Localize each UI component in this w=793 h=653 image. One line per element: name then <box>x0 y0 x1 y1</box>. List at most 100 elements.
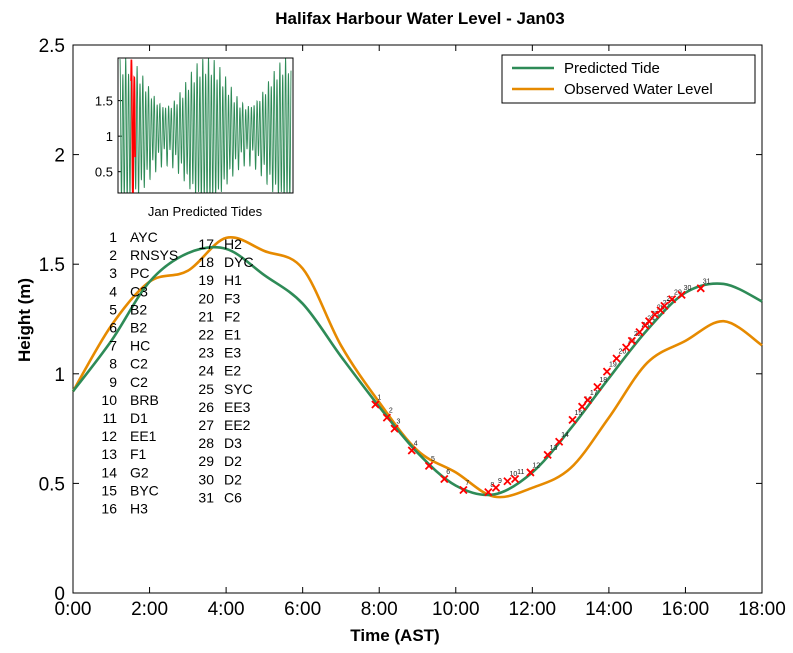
sample-point-marker <box>382 413 392 422</box>
inset-chart: 0.5 1 1.5 <box>95 57 294 194</box>
location-code: D1 <box>130 410 148 426</box>
inset-y-tick-label: 0.5 <box>95 165 113 180</box>
sample-point-marker <box>696 284 705 293</box>
sample-point-label: 2 <box>389 408 393 415</box>
location-code: B2 <box>130 301 147 317</box>
location-code: D3 <box>224 435 242 451</box>
sample-point-marker <box>667 295 677 304</box>
x-tick-label: 12:00 <box>509 599 557 620</box>
sample-point-marker <box>568 415 577 424</box>
location-code: D2 <box>224 453 242 469</box>
sample-point-marker <box>459 485 468 495</box>
sample-point-marker <box>635 328 644 337</box>
sample-point-marker <box>510 474 520 484</box>
location-number: 31 <box>198 489 214 505</box>
y-axis-label: Height (m) <box>15 278 34 362</box>
sample-point-marker <box>583 395 592 405</box>
y-tick-label: 1 <box>54 365 65 386</box>
sample-point-label: 31 <box>703 278 711 285</box>
location-code: H3 <box>130 501 148 517</box>
location-code: E2 <box>224 363 241 379</box>
location-number: 1 <box>109 229 117 245</box>
location-number: 10 <box>101 392 117 408</box>
chart-title: Halifax Harbour Water Level - Jan03 <box>275 9 564 28</box>
inset-label: Jan Predicted Tides <box>148 204 263 219</box>
x-axis-label: Time (AST) <box>350 626 439 645</box>
sample-point-label: 13 <box>550 445 558 452</box>
location-code: HC <box>130 338 150 354</box>
sample-point-label: 11 <box>517 469 524 476</box>
location-number: 4 <box>109 283 117 299</box>
sample-point-label: 30 <box>684 285 692 292</box>
sample-point-label: 26 <box>657 305 665 312</box>
sample-point-marker <box>390 424 399 433</box>
location-number: 14 <box>101 464 117 480</box>
location-number: 27 <box>198 417 214 433</box>
x-tick-label: 4:00 <box>208 599 245 620</box>
location-code: E3 <box>224 345 241 361</box>
location-code: G2 <box>130 464 149 480</box>
location-number: 25 <box>198 381 214 397</box>
location-code: BYC <box>130 482 159 498</box>
x-tick-label: 14:00 <box>585 599 633 620</box>
location-number: 13 <box>101 446 117 462</box>
sample-point-marker <box>660 301 669 310</box>
sample-point-label: 7 <box>465 480 469 487</box>
location-number: 2 <box>109 247 117 263</box>
sample-point-marker <box>577 402 587 411</box>
location-number: 22 <box>198 327 214 343</box>
sample-point-label: 6 <box>446 469 450 476</box>
sample-point-marker <box>612 354 621 363</box>
sample-point-label: 14 <box>561 432 569 439</box>
sample-point-marker <box>650 310 659 319</box>
sample-point-marker <box>503 477 512 486</box>
y-tick-label: 0.5 <box>39 474 65 495</box>
location-number: 16 <box>101 501 117 517</box>
sample-point-marker <box>593 382 602 392</box>
y-tick-label: 1.5 <box>39 255 65 276</box>
sample-point-marker <box>371 400 380 409</box>
sample-point-marker <box>484 488 493 497</box>
location-number: 23 <box>198 345 214 361</box>
sample-point-label: 4 <box>414 441 418 448</box>
location-code: EE3 <box>224 399 251 415</box>
x-tick-label: 6:00 <box>284 599 321 620</box>
x-tick-label: 16:00 <box>662 599 710 620</box>
location-code: C2 <box>130 356 148 372</box>
location-number: 6 <box>109 320 117 336</box>
sample-point-label: 5 <box>431 456 435 463</box>
location-code: C3 <box>130 283 148 299</box>
location-code: RNSYS <box>130 247 178 263</box>
legend-label-observed: Observed Water Level <box>564 81 713 98</box>
inset-current-day-marker <box>130 59 136 193</box>
x-tick-label: 8:00 <box>361 599 398 620</box>
location-code: F1 <box>130 446 147 462</box>
legend: Predicted Tide Observed Water Level <box>501 54 756 104</box>
location-number: 18 <box>198 254 214 270</box>
location-code: EE2 <box>224 417 251 433</box>
sample-point-label: 12 <box>532 462 540 469</box>
sample-point-marker <box>526 468 535 477</box>
location-code: SYC <box>224 381 253 397</box>
legend-label-predicted: Predicted Tide <box>564 60 660 77</box>
location-number: 11 <box>102 410 117 426</box>
sample-point-label: 9 <box>498 478 502 485</box>
location-number: 12 <box>101 428 117 444</box>
sample-point-marker <box>543 450 552 460</box>
location-number: 24 <box>198 363 214 379</box>
location-code: PC <box>130 265 149 281</box>
location-number: 17 <box>198 236 214 252</box>
location-number: 5 <box>109 301 117 317</box>
sample-point-label: 3 <box>397 419 401 426</box>
location-number: 7 <box>109 338 117 354</box>
y-tick-label: 2.5 <box>39 36 65 57</box>
location-code: E1 <box>224 327 241 343</box>
location-number: 15 <box>101 482 117 498</box>
sample-point-label: 17 <box>590 390 598 397</box>
sample-point-marker <box>621 343 631 352</box>
sample-point-marker <box>677 290 686 300</box>
location-code: F2 <box>224 308 241 324</box>
sample-point-label: 19 <box>609 362 617 369</box>
sample-point-label: 18 <box>599 377 607 384</box>
location-number: 20 <box>198 290 214 306</box>
